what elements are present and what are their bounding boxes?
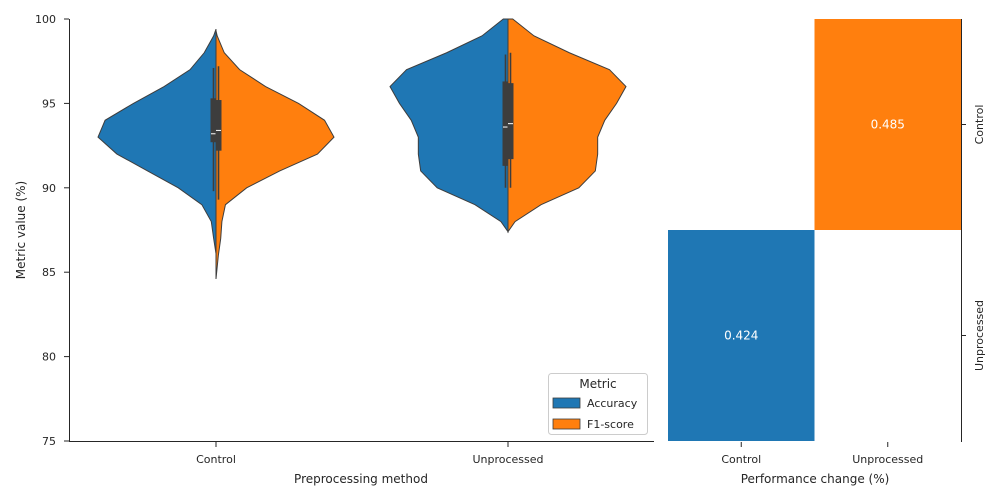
heatmap-cell-control-unprocessed: [814, 19, 961, 230]
heatmap-cells: 0.485 0.424: [668, 19, 961, 441]
violin-y-ticks: 75 80 85 90 95 100: [35, 13, 69, 448]
y-tick-label-95: 95: [42, 97, 56, 110]
legend-label-accuracy: Accuracy: [587, 397, 638, 410]
heatmap-y-tick-label-unprocessed: Unprocessed: [973, 300, 986, 371]
x-tick-label-unprocessed: Unprocessed: [472, 453, 543, 466]
box-unprocessed-accuracy: [502, 81, 509, 166]
violin-x-ticks: Control Unprocessed: [196, 442, 544, 466]
y-tick-label-75: 75: [42, 435, 56, 448]
x-tick-label-control: Control: [196, 453, 236, 466]
box-unprocessed-f1-score: [507, 83, 514, 160]
heatmap-cell-label-unprocessed-control: 0.424: [724, 329, 758, 343]
heatmap-y-tick-label-control: Control: [973, 105, 986, 145]
violin-control-f1-score: [215, 30, 335, 279]
heatmap-panel: 0.485 0.424 Control Unprocessed Control Unp…: [668, 19, 986, 486]
violin-panel: 75 80 85 90 95 100 Control Unprocessed Preproc…: [14, 13, 654, 486]
heatmap-x-tick-label-unprocessed: Unprocessed: [852, 453, 923, 466]
y-tick-label-85: 85: [42, 266, 56, 279]
violin-unprocessed-accuracy: [389, 18, 509, 234]
violin-x-axis-label: Preprocessing method: [294, 472, 428, 486]
heatmap-x-tick-label-control: Control: [721, 453, 761, 466]
box-control-f1-score: [215, 100, 222, 151]
heatmap-cell-label-control-unprocessed: 0.485: [871, 118, 905, 132]
legend: Metric Accuracy F1-score: [548, 373, 648, 435]
violin-unprocessed-f1-score: [507, 18, 627, 234]
legend-swatch-accuracy: [552, 397, 581, 409]
y-tick-label-80: 80: [42, 351, 56, 364]
violin-y-axis-label: Metric value (%): [14, 181, 28, 279]
legend-swatch-f1-score: [552, 418, 581, 430]
violin-control-accuracy: [97, 28, 217, 254]
violin-plot-area: [97, 18, 627, 279]
legend-title: Metric: [579, 377, 616, 391]
heatmap-cell-unprocessed-control: [668, 230, 815, 441]
violin-boxes: [210, 52, 514, 200]
y-tick-label-90: 90: [42, 182, 56, 195]
heatmap-x-ticks: Control Unprocessed: [721, 442, 923, 466]
box-control-accuracy: [210, 98, 217, 143]
heatmap-x-axis-label: Performance change (%): [741, 472, 890, 486]
legend-label-f1-score: F1-score: [587, 418, 634, 431]
heatmap-y-ticks: Control Unprocessed: [961, 105, 986, 371]
y-tick-label-100: 100: [35, 13, 56, 26]
